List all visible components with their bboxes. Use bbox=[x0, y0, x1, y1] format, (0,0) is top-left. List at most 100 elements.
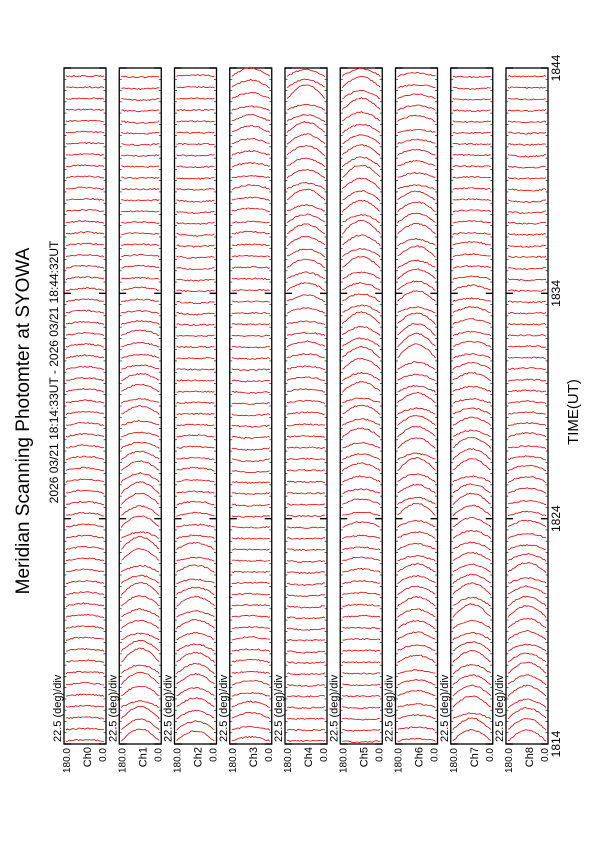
scan-trace bbox=[397, 425, 436, 438]
scan-trace bbox=[65, 602, 105, 607]
scan-trace bbox=[397, 669, 436, 675]
scan-trace bbox=[65, 478, 105, 483]
scan-trace bbox=[65, 727, 104, 731]
scan-trace bbox=[65, 466, 105, 471]
scan-trace bbox=[286, 526, 325, 529]
scan-trace bbox=[397, 72, 436, 77]
scan-trace bbox=[507, 661, 547, 674]
scan-trace bbox=[507, 221, 547, 225]
scan-trace bbox=[452, 492, 491, 506]
scan-trace bbox=[452, 198, 491, 202]
scan-trace bbox=[507, 455, 547, 461]
scan-trace bbox=[286, 307, 326, 314]
scan-trace bbox=[507, 464, 547, 472]
scan-trace bbox=[397, 84, 436, 89]
scan-trace bbox=[507, 367, 547, 370]
scan-trace bbox=[452, 187, 492, 190]
scan-trace bbox=[121, 431, 160, 438]
scan-trace bbox=[121, 165, 160, 168]
scan-trace bbox=[507, 232, 547, 236]
scan-trace bbox=[342, 90, 381, 100]
scan-trace bbox=[342, 728, 381, 732]
scan-trace bbox=[342, 123, 381, 134]
scan-trace bbox=[507, 476, 547, 483]
scan-trace bbox=[342, 672, 381, 675]
scan-trace bbox=[452, 275, 491, 280]
scan-trace bbox=[231, 636, 270, 641]
scan-trace bbox=[120, 581, 160, 596]
scan-trace bbox=[507, 553, 547, 562]
scan-trace bbox=[176, 97, 215, 100]
scan-trace bbox=[286, 492, 326, 495]
scan-trace bbox=[452, 165, 491, 168]
scan-trace bbox=[121, 187, 160, 191]
panel-ch4: 180.0 0.0 Ch3 22.5 (deg)/div bbox=[218, 66, 275, 773]
scan-trace bbox=[231, 614, 270, 618]
scan-trace bbox=[341, 199, 381, 213]
scan-trace bbox=[342, 256, 381, 269]
channel-label: Ch7 bbox=[469, 747, 481, 767]
scan-trace bbox=[121, 120, 160, 125]
scan-trace bbox=[120, 492, 160, 505]
scan-trace bbox=[507, 334, 547, 337]
scan-trace bbox=[65, 557, 105, 562]
scan-trace bbox=[507, 244, 547, 248]
scan-trace bbox=[176, 255, 215, 259]
scan-trace bbox=[397, 407, 436, 415]
scan-trace bbox=[341, 67, 381, 78]
scan-trace bbox=[452, 253, 491, 257]
scan-trace bbox=[452, 397, 492, 404]
scan-trace bbox=[397, 519, 436, 528]
scan-trace bbox=[231, 175, 271, 179]
scan-trace bbox=[121, 664, 160, 675]
scan-trace bbox=[397, 259, 436, 269]
channel-label: Ch6 bbox=[414, 747, 426, 767]
scan-trace bbox=[452, 596, 491, 607]
scan-trace bbox=[65, 546, 104, 551]
scan-trace bbox=[65, 208, 105, 212]
scan-trace bbox=[121, 264, 160, 269]
scan-trace bbox=[176, 618, 215, 630]
scan-trace bbox=[342, 144, 381, 156]
scan-trace bbox=[397, 689, 436, 697]
scan-trace bbox=[231, 300, 270, 303]
panel-frame bbox=[394, 67, 439, 745]
scan-trace bbox=[507, 411, 546, 415]
scan-trace bbox=[120, 472, 160, 483]
scan-trace bbox=[452, 340, 492, 348]
scan-trace bbox=[121, 405, 160, 415]
scan-trace bbox=[286, 503, 326, 506]
scan-trace bbox=[452, 407, 492, 416]
panel-ch9: 180.0 0.0 Ch8 22.5 (deg)/div bbox=[494, 67, 551, 773]
scan-trace bbox=[287, 739, 326, 743]
scan-trace bbox=[507, 643, 547, 652]
scan-trace bbox=[286, 582, 326, 586]
scan-trace bbox=[231, 207, 270, 213]
scan-trace bbox=[121, 298, 160, 303]
scan-trace bbox=[286, 258, 326, 269]
scan-trace bbox=[397, 332, 436, 348]
angle-tick-label: 0.0 bbox=[98, 748, 109, 762]
scan-trace bbox=[120, 639, 160, 652]
scan-trace bbox=[342, 579, 381, 585]
scan-trace bbox=[121, 109, 160, 113]
scan-trace bbox=[286, 706, 326, 709]
scan-trace bbox=[176, 379, 215, 382]
channel-label: Ch2 bbox=[193, 747, 205, 767]
scan-trace bbox=[65, 74, 105, 78]
scan-trace bbox=[231, 659, 270, 663]
panel-ch8: 180.0 0.0 Ch7 22.5 (deg)/div bbox=[439, 67, 496, 773]
scan-trace bbox=[507, 577, 547, 584]
scan-trace bbox=[507, 266, 547, 271]
scan-trace bbox=[342, 591, 381, 596]
scan-trace bbox=[121, 199, 160, 202]
scan-trace bbox=[342, 397, 381, 404]
scan-trace bbox=[507, 323, 547, 326]
scan-trace bbox=[65, 186, 105, 190]
scan-trace bbox=[342, 337, 381, 347]
scan-trace bbox=[452, 175, 491, 179]
scan-trace bbox=[286, 388, 326, 393]
scan-trace bbox=[507, 629, 547, 641]
scan-trace bbox=[452, 631, 491, 641]
scale-label: 22.5 (deg)/div bbox=[163, 674, 175, 742]
